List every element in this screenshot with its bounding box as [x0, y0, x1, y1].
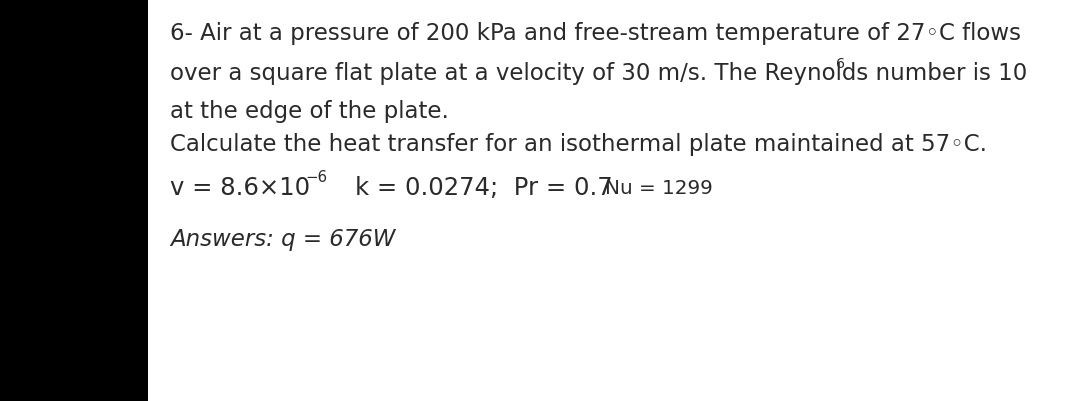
- Text: 6- Air at a pressure of 200 kPa and free-stream temperature of 27◦C flows: 6- Air at a pressure of 200 kPa and free…: [170, 22, 1021, 45]
- Text: Calculate the heat transfer for an isothermal plate maintained at 57◦C.: Calculate the heat transfer for an isoth…: [170, 133, 987, 156]
- Text: k = 0.0274;  Pr = 0.7: k = 0.0274; Pr = 0.7: [355, 176, 612, 200]
- Text: Nu = 1299: Nu = 1299: [605, 179, 713, 198]
- Text: −6: −6: [305, 170, 327, 185]
- Text: at the edge of the plate.: at the edge of the plate.: [170, 100, 449, 123]
- Text: 6: 6: [836, 57, 845, 71]
- Text: v = 8.6×10: v = 8.6×10: [170, 176, 310, 200]
- Text: over a square flat plate at a velocity of 30 m/s. The Reynolds number is 10: over a square flat plate at a velocity o…: [170, 62, 1027, 85]
- Text: Answers: q = 676W: Answers: q = 676W: [170, 228, 395, 251]
